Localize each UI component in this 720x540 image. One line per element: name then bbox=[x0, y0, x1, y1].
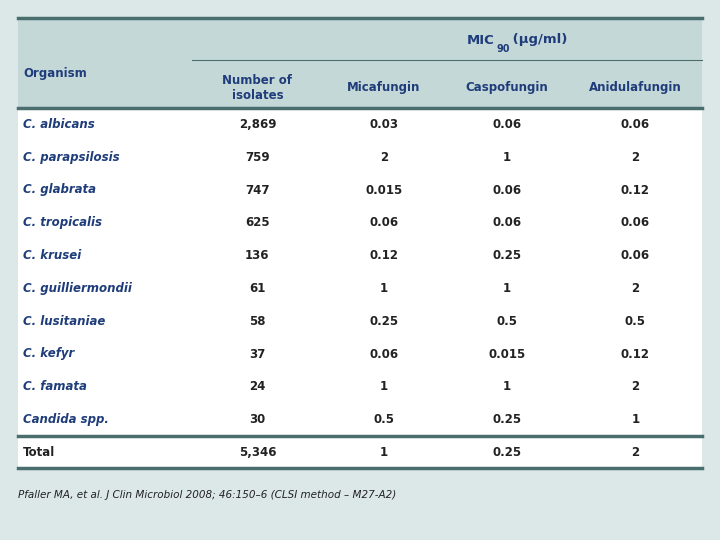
Text: 2: 2 bbox=[380, 151, 388, 164]
Text: 0.06: 0.06 bbox=[369, 348, 398, 361]
Text: Candida spp.: Candida spp. bbox=[23, 413, 109, 426]
Text: 24: 24 bbox=[249, 380, 266, 393]
Text: 2: 2 bbox=[631, 282, 639, 295]
Text: C. krusei: C. krusei bbox=[23, 249, 81, 262]
Text: 1: 1 bbox=[380, 282, 388, 295]
Text: 625: 625 bbox=[245, 217, 270, 230]
Text: Anidulafungin: Anidulafungin bbox=[589, 82, 682, 94]
Text: Micafungin: Micafungin bbox=[347, 82, 420, 94]
Text: 0.12: 0.12 bbox=[621, 348, 650, 361]
Text: 0.06: 0.06 bbox=[492, 184, 521, 197]
Text: 61: 61 bbox=[249, 282, 266, 295]
Text: 1: 1 bbox=[380, 380, 388, 393]
Text: Number of
isolates: Number of isolates bbox=[222, 74, 292, 102]
Text: 37: 37 bbox=[249, 348, 266, 361]
Text: 0.25: 0.25 bbox=[492, 413, 521, 426]
Text: (µg/ml): (µg/ml) bbox=[508, 33, 567, 46]
Text: Pfaller MA, et al. J Clin Microbiol 2008; 46:150–6 (CLSI method – M27-A2): Pfaller MA, et al. J Clin Microbiol 2008… bbox=[18, 490, 396, 500]
Text: C. glabrata: C. glabrata bbox=[23, 184, 96, 197]
Text: 58: 58 bbox=[249, 315, 266, 328]
Text: 1: 1 bbox=[503, 380, 511, 393]
Text: MIC: MIC bbox=[467, 33, 494, 46]
Text: 0.015: 0.015 bbox=[488, 348, 526, 361]
Text: Organism: Organism bbox=[23, 66, 86, 79]
Text: 0.06: 0.06 bbox=[492, 217, 521, 230]
Text: C. famata: C. famata bbox=[23, 380, 87, 393]
Text: 0.06: 0.06 bbox=[621, 217, 650, 230]
Text: 0.015: 0.015 bbox=[365, 184, 402, 197]
Text: C. tropicalis: C. tropicalis bbox=[23, 217, 102, 230]
Text: 747: 747 bbox=[245, 184, 270, 197]
Text: 0.5: 0.5 bbox=[625, 315, 646, 328]
Text: C. kefyr: C. kefyr bbox=[23, 348, 74, 361]
Text: 759: 759 bbox=[245, 151, 270, 164]
Text: 2: 2 bbox=[631, 380, 639, 393]
Text: 2: 2 bbox=[631, 151, 639, 164]
Text: 30: 30 bbox=[249, 413, 266, 426]
Text: 0.06: 0.06 bbox=[621, 118, 650, 131]
Text: 136: 136 bbox=[245, 249, 270, 262]
Text: C. albicans: C. albicans bbox=[23, 118, 95, 131]
Bar bbox=[18, 108, 702, 468]
Bar bbox=[18, 18, 702, 108]
Text: 0.12: 0.12 bbox=[621, 184, 650, 197]
Text: C. guilliermondii: C. guilliermondii bbox=[23, 282, 132, 295]
Text: 0.12: 0.12 bbox=[369, 249, 398, 262]
Text: Caspofungin: Caspofungin bbox=[466, 82, 549, 94]
Text: C. lusitaniae: C. lusitaniae bbox=[23, 315, 105, 328]
Text: 1: 1 bbox=[380, 446, 388, 458]
Text: 2: 2 bbox=[631, 446, 639, 458]
Text: 0.5: 0.5 bbox=[374, 413, 395, 426]
Text: 90: 90 bbox=[496, 44, 510, 54]
Text: 0.5: 0.5 bbox=[497, 315, 518, 328]
Text: 0.06: 0.06 bbox=[369, 217, 398, 230]
Text: Total: Total bbox=[23, 446, 55, 458]
Text: 0.25: 0.25 bbox=[492, 446, 521, 458]
Text: 0.06: 0.06 bbox=[621, 249, 650, 262]
Text: 1: 1 bbox=[631, 413, 639, 426]
Text: 5,346: 5,346 bbox=[238, 446, 276, 458]
Text: 0.03: 0.03 bbox=[369, 118, 398, 131]
Text: 0.25: 0.25 bbox=[492, 249, 521, 262]
Text: 0.25: 0.25 bbox=[369, 315, 398, 328]
Text: 1: 1 bbox=[503, 151, 511, 164]
Text: 0.06: 0.06 bbox=[492, 118, 521, 131]
Text: C. parapsilosis: C. parapsilosis bbox=[23, 151, 120, 164]
Text: 2,869: 2,869 bbox=[238, 118, 276, 131]
Text: 1: 1 bbox=[503, 282, 511, 295]
